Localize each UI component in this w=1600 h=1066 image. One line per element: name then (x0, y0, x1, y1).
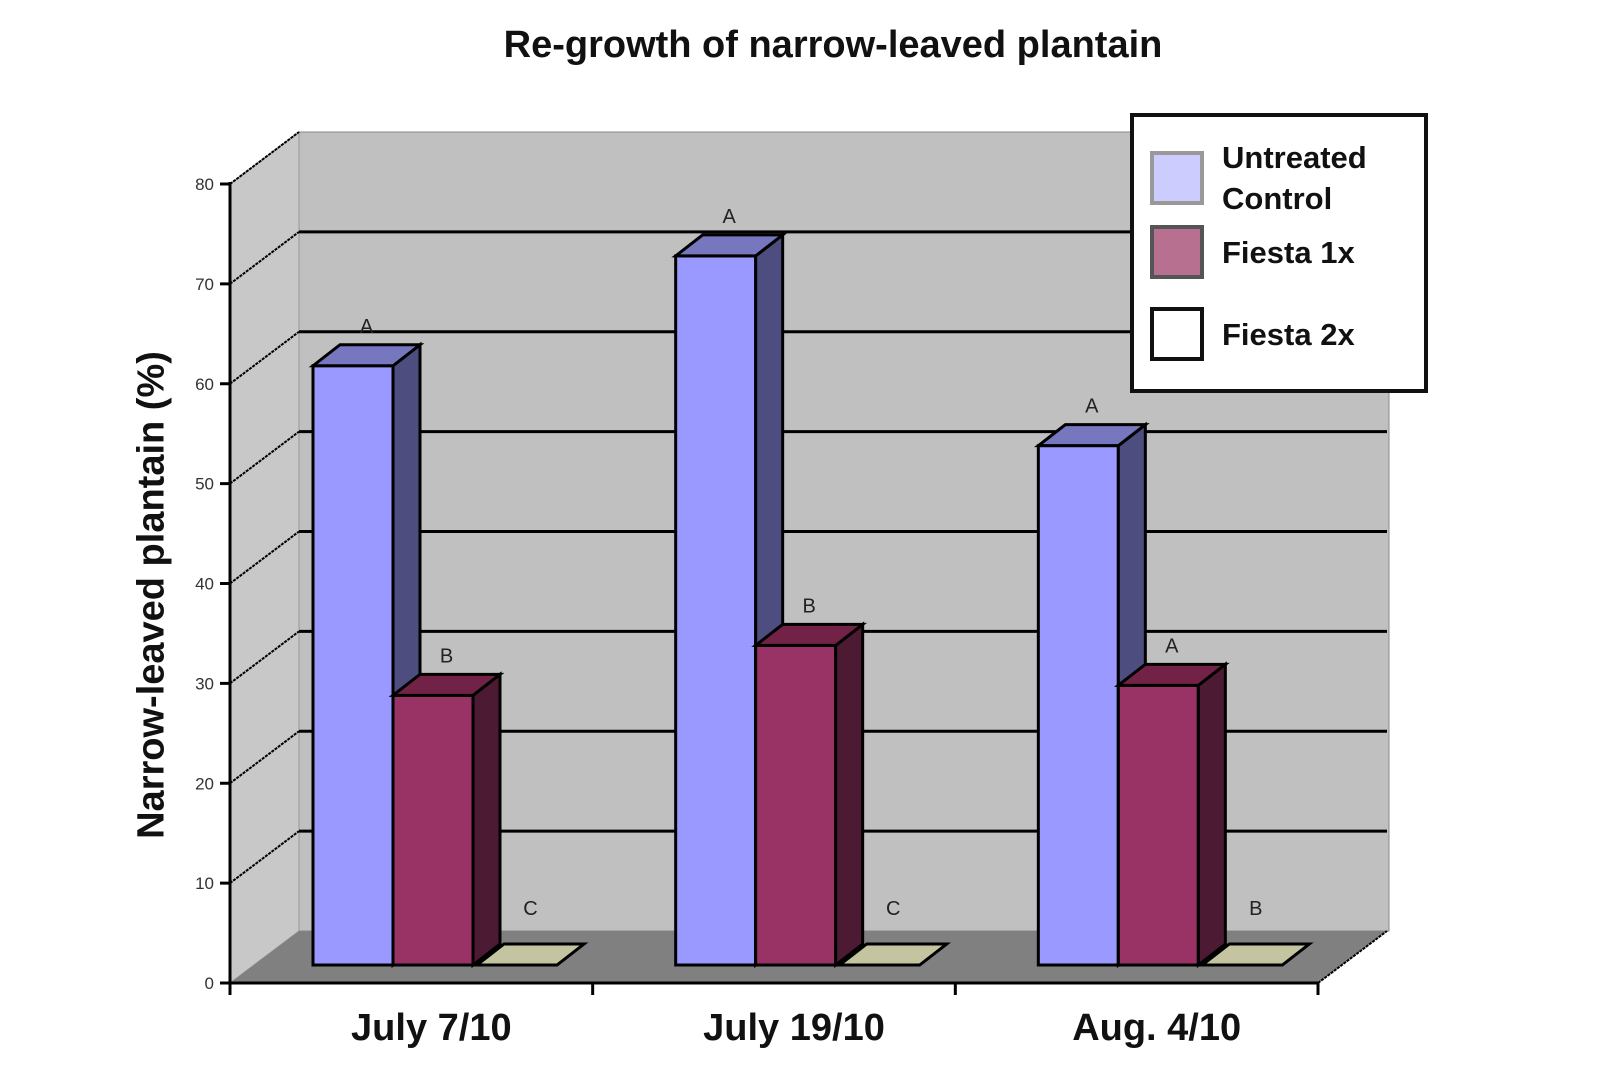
legend-item-fiesta-2x: Fiesta 2x (1150, 307, 1355, 361)
bar-side-fiesta-1x (834, 621, 865, 969)
y-tick-label: 60 (195, 375, 214, 394)
significance-letter: B (1249, 898, 1262, 920)
gridline-side (229, 231, 300, 285)
y-tick-label: 40 (195, 575, 214, 594)
bar-untreated-control (311, 364, 395, 967)
gridline-side (229, 830, 300, 884)
bar-fiesta-1x (1116, 683, 1200, 967)
significance-letter: A (1165, 635, 1179, 657)
y-tick-label: 30 (195, 674, 214, 693)
legend-label: Fiesta 2x (1222, 316, 1355, 352)
gridline-side (229, 330, 300, 385)
y-tick-label: 20 (195, 774, 214, 793)
bar-untreated-control (1036, 444, 1120, 967)
bar-untreated-control (674, 254, 758, 967)
legend-swatch-fiesta-2x (1150, 307, 1204, 361)
significance-letter: C (523, 898, 537, 920)
bar-top-fiesta-1x (1113, 662, 1230, 687)
gridline-side (229, 430, 300, 485)
bar-fiesta-1x (391, 693, 475, 967)
bar-top-fiesta-1x (388, 672, 505, 697)
side-wall (229, 130, 300, 985)
significance-letter: C (886, 898, 900, 920)
significance-letter: B (440, 645, 453, 667)
legend-swatch-untreated-control (1150, 151, 1204, 205)
gridline-side (229, 131, 300, 185)
y-tick-label: 70 (195, 275, 214, 294)
x-tick-label: July 19/10 (703, 1007, 885, 1049)
bar-top-untreated-control (671, 233, 788, 258)
bar-side-fiesta-1x (471, 671, 502, 969)
legend: Untreated Control Fiesta 1x Fiesta 2x (1130, 113, 1428, 393)
x-tick-label: July 7/10 (351, 1007, 512, 1049)
bar-top-untreated-control (308, 343, 425, 368)
legend-label: Untreated Control (1222, 140, 1367, 216)
y-tick-label: 10 (195, 874, 214, 893)
legend-item-fiesta-1x: Fiesta 1x (1150, 225, 1355, 279)
significance-letter: A (360, 316, 374, 338)
significance-letter: B (802, 595, 815, 617)
gridline-side (229, 730, 300, 785)
bar-top-fiesta-2x (835, 942, 952, 967)
chart-title: Re-growth of narrow-leaved plantain (503, 24, 1163, 66)
bar-top-fiesta-2x (472, 942, 589, 967)
bar-fiesta-1x (754, 643, 838, 967)
gridline-side (229, 630, 300, 685)
bar-top-fiesta-1x (751, 622, 868, 647)
bar-side-fiesta-1x (1196, 661, 1227, 969)
legend-label: Fiesta 1x (1222, 234, 1355, 270)
legend-swatch-fiesta-1x (1150, 225, 1204, 279)
significance-letter: A (722, 206, 736, 228)
floor-edge (1317, 930, 1388, 984)
y-tick-label: 80 (195, 175, 214, 194)
significance-letter: A (1085, 396, 1099, 418)
y-tick-label: 50 (195, 475, 214, 494)
gridline-side (229, 530, 300, 585)
bar-top-untreated-control (1033, 423, 1150, 448)
y-tick-label: 0 (205, 974, 214, 993)
x-tick-label: Aug. 4/10 (1072, 1007, 1241, 1049)
bar-top-fiesta-2x (1197, 942, 1314, 967)
legend-item-untreated-control: Untreated Control (1150, 137, 1402, 219)
